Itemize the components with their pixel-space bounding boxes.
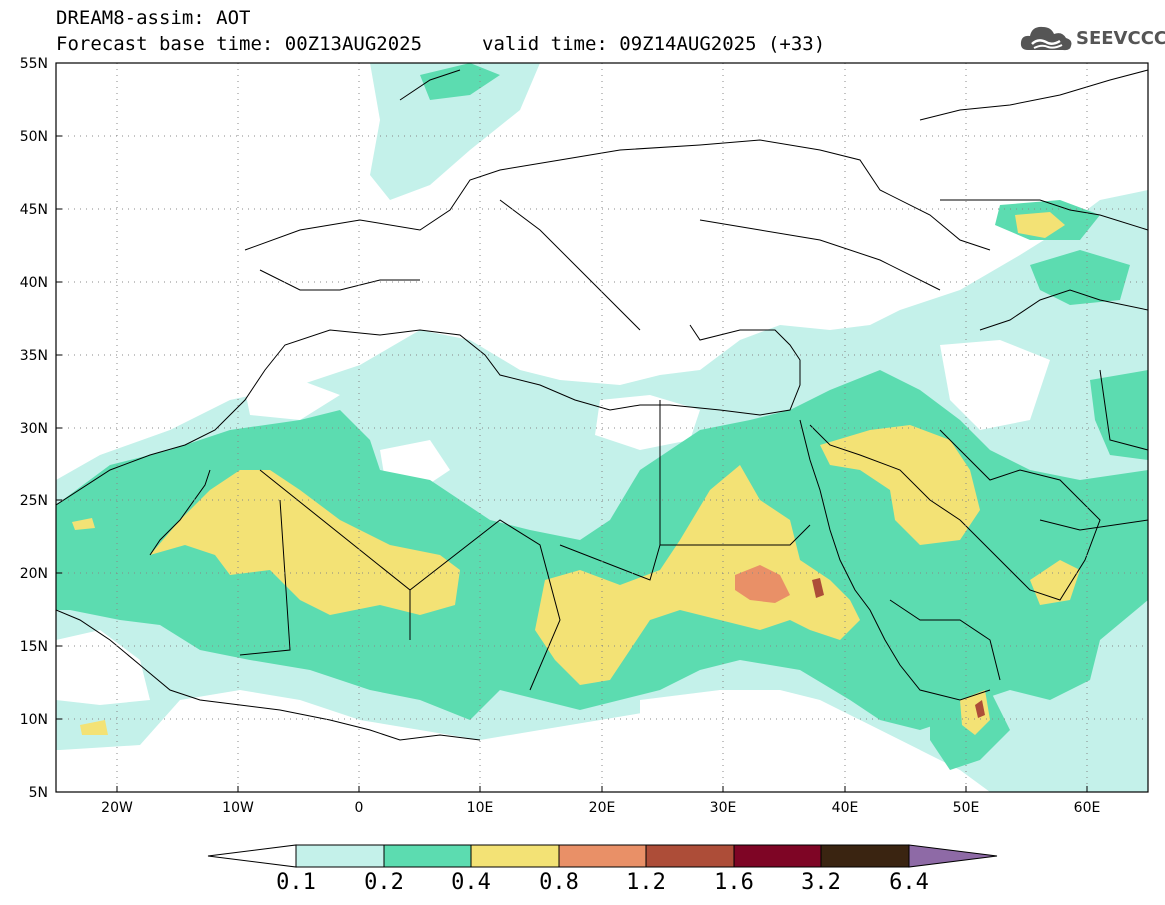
lon-tick-label: 40E bbox=[832, 800, 859, 816]
colorbar bbox=[207, 844, 998, 868]
lat-tick-label: 50N bbox=[20, 129, 48, 145]
colorbar-segment bbox=[733, 844, 822, 868]
colorbar-label: 0.1 bbox=[276, 870, 316, 895]
aot-field bbox=[56, 63, 1148, 792]
colorbar-segment bbox=[645, 844, 735, 868]
lon-tick-label: 30E bbox=[710, 800, 737, 816]
colorbar-segment bbox=[295, 844, 385, 868]
colorbar-segment-over bbox=[908, 844, 998, 868]
axis-ticks bbox=[56, 135, 1088, 792]
lat-tick-label: 30N bbox=[20, 421, 48, 437]
colorbar-label: 1.2 bbox=[626, 870, 666, 895]
aot-band-1.2-1.6 bbox=[812, 578, 985, 718]
lat-tick-label: 40N bbox=[20, 275, 48, 291]
lon-tick-label: 50E bbox=[953, 800, 980, 816]
lon-tick-label: 20E bbox=[589, 800, 616, 816]
lat-tick-label: 15N bbox=[20, 639, 48, 655]
colorbar-segment bbox=[470, 844, 560, 868]
lon-tick-label: 10E bbox=[467, 800, 494, 816]
chart-title: DREAM8-assim: AOT bbox=[56, 7, 251, 29]
cloud-icon bbox=[1020, 26, 1072, 51]
colorbar-label: 6.4 bbox=[889, 870, 929, 895]
logo-text: SEEVCCC bbox=[1076, 28, 1165, 49]
lat-tick-label: 55N bbox=[20, 56, 48, 72]
colorbar-label: 1.6 bbox=[714, 870, 754, 895]
colorbar-label: 0.8 bbox=[539, 870, 579, 895]
lat-tick-label: 45N bbox=[20, 202, 48, 218]
lat-tick-label: 5N bbox=[29, 785, 48, 801]
aot-band-0.8-1.2 bbox=[735, 565, 790, 603]
lon-tick-labels: 20W 10W 0 10E 20E 30E 40E 50E 60E bbox=[101, 800, 1100, 816]
colorbar-segment bbox=[383, 844, 472, 868]
coastlines-borders bbox=[56, 69, 1148, 741]
valid-time: valid time: 09Z14AUG2025 (+33) bbox=[482, 33, 826, 55]
lon-tick-label: 0 bbox=[355, 800, 364, 816]
colorbar-segment bbox=[820, 844, 910, 868]
lon-tick-label: 10W bbox=[222, 800, 254, 816]
lon-tick-label: 60E bbox=[1074, 800, 1101, 816]
lat-tick-label: 25N bbox=[20, 493, 48, 509]
lat-tick-labels: 55N 50N 45N 40N 35N 30N 25N 20N 15N 10N … bbox=[20, 56, 48, 801]
colorbar-label: 0.2 bbox=[364, 870, 404, 895]
seevccc-logo: SEEVCCC bbox=[1018, 20, 1165, 60]
colorbar-segment bbox=[558, 844, 647, 868]
map-grid bbox=[56, 63, 1148, 792]
colorbar-label: 0.4 bbox=[451, 870, 491, 895]
forecast-base-time: Forecast base time: 00Z13AUG2025 bbox=[56, 33, 423, 55]
colorbar-label: 3.2 bbox=[801, 870, 841, 895]
colorbar-segment-under bbox=[207, 844, 297, 868]
lat-tick-label: 20N bbox=[20, 566, 48, 582]
lat-tick-label: 10N bbox=[20, 712, 48, 728]
lon-tick-label: 20W bbox=[101, 800, 133, 816]
lat-tick-label: 35N bbox=[20, 348, 48, 364]
